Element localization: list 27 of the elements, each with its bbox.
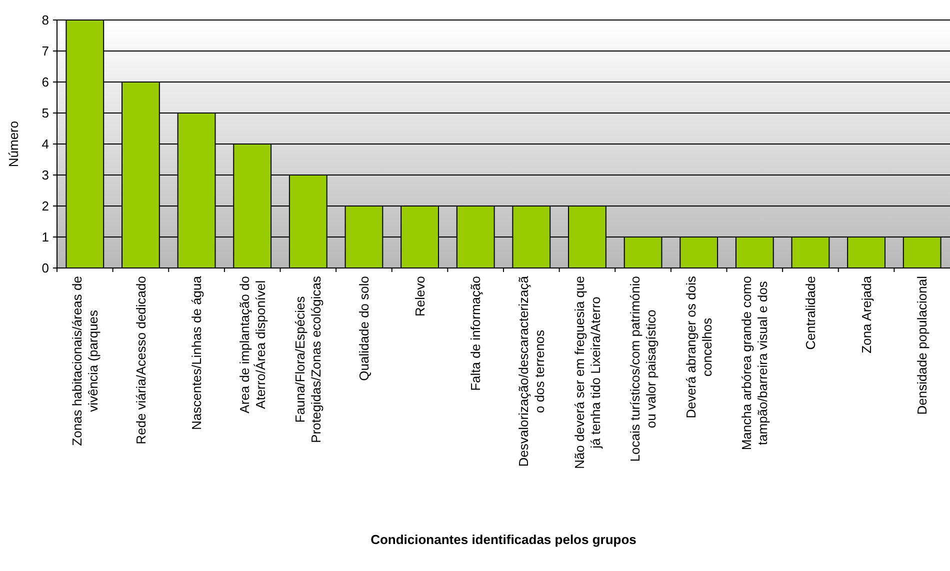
x-tick-label: Zonas habitacionais/áreas de vivência (parques — [69, 276, 100, 446]
y-tick-label: 2 — [42, 198, 49, 214]
x-tick-label: Não deverá ser em freguesia que já tenha tido Lixeira/Aterro — [572, 276, 603, 469]
x-tick-label: Centralidade — [803, 276, 818, 350]
x-tick-label: Qualidade do solo — [356, 276, 372, 381]
x-tick-label: Densidade populacional — [914, 276, 930, 415]
y-tick-label: 7 — [42, 44, 49, 59]
y-tick-label: 5 — [42, 106, 49, 121]
x-tick-label: Desvalorização/descaracterizaçã o dos terrenos — [516, 275, 547, 467]
y-tick-label: 8 — [42, 12, 49, 28]
x-tick-label: Falta de informação — [468, 276, 484, 391]
x-tick-label: Fauna/Flora/Espécies Protegidas/Zonas ecológicas — [292, 276, 324, 443]
x-axis-title: Condicionantes identificadas pelos grupos — [370, 532, 636, 547]
x-tick-label: Deverá abranger os dois concelhos — [683, 276, 714, 418]
y-tick-label: 3 — [42, 168, 49, 183]
y-tick-label: 1 — [42, 230, 49, 245]
y-tick-label: 0 — [42, 260, 49, 276]
x-tick-label: Rede viária/Acesso dedicado — [133, 276, 148, 444]
x-tick-label: Zona Arejada — [858, 275, 874, 354]
x-tick-label: Relevo — [412, 276, 428, 316]
x-tick-label: Locais turísticos/com património ou valor paisagístico — [628, 276, 659, 462]
x-tick-label: Mancha arbórea grande como tampão/barreira visual e dos — [739, 276, 770, 450]
x-tick-label: Area de implantação do Aterro/Área disponível — [236, 276, 268, 414]
y-tick-label: 6 — [42, 74, 49, 90]
y-tick-label: 4 — [42, 136, 49, 152]
x-tick-label: Nascentes/Linhas de água — [189, 275, 204, 430]
y-axis-title: Número — [6, 120, 21, 168]
